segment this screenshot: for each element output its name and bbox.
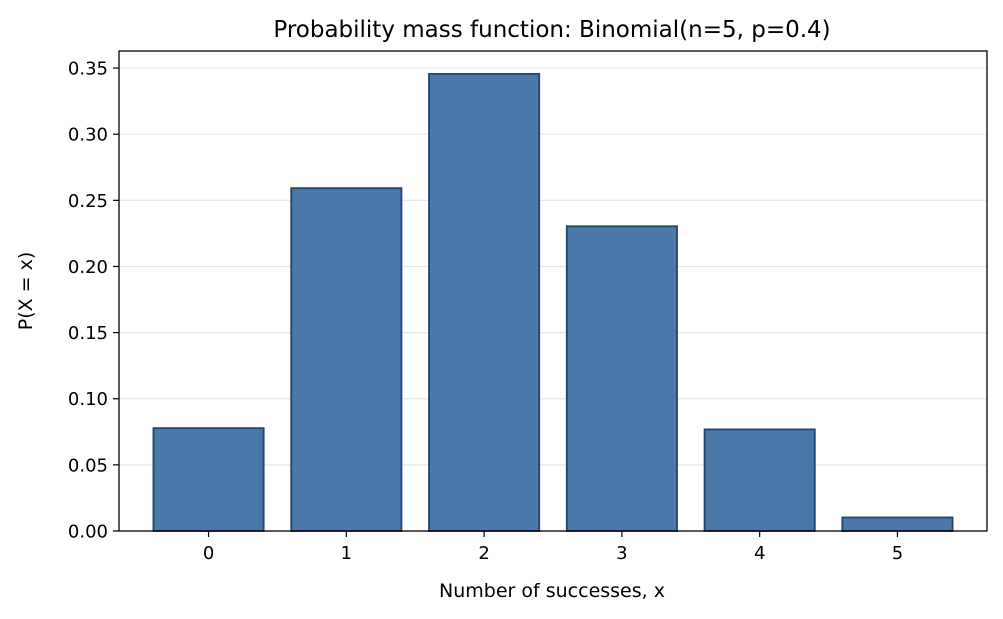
y-tick-label: 0.05 (68, 455, 108, 476)
x-tick-label: 0 (203, 543, 214, 564)
y-tick-label: 0.10 (68, 389, 108, 410)
x-tick-label: 3 (616, 543, 627, 564)
bar-2 (428, 72, 541, 532)
bar-1 (290, 187, 403, 532)
x-tick-label: 2 (478, 543, 489, 564)
plot-frame (118, 50, 988, 532)
bar-0 (152, 427, 265, 532)
y-tick-label: 0.25 (68, 191, 108, 212)
x-axis-label: Number of successes, x (439, 580, 665, 602)
x-tick-label: 1 (341, 543, 352, 564)
y-tick-label: 0.20 (68, 257, 108, 278)
x-tick-label: 5 (892, 543, 903, 564)
bar-5 (841, 516, 954, 532)
bar-4 (703, 428, 816, 532)
x-axis-ticks: 0 1 2 3 4 5 (203, 531, 903, 564)
y-axis-label: P(X = x) (15, 252, 37, 331)
y-tick-label: 0.30 (68, 125, 108, 146)
x-tick-label: 4 (754, 543, 765, 564)
bar-3 (565, 225, 678, 532)
y-axis-ticks: 0.00 0.05 0.10 0.15 0.20 0.25 0.30 0.35 (68, 59, 119, 543)
y-tick-label: 0.15 (68, 323, 108, 344)
y-tick-label: 0.35 (68, 59, 108, 80)
chart-title: Probability mass function: Binomial(n=5,… (273, 17, 830, 43)
y-tick-label: 0.00 (68, 522, 108, 543)
